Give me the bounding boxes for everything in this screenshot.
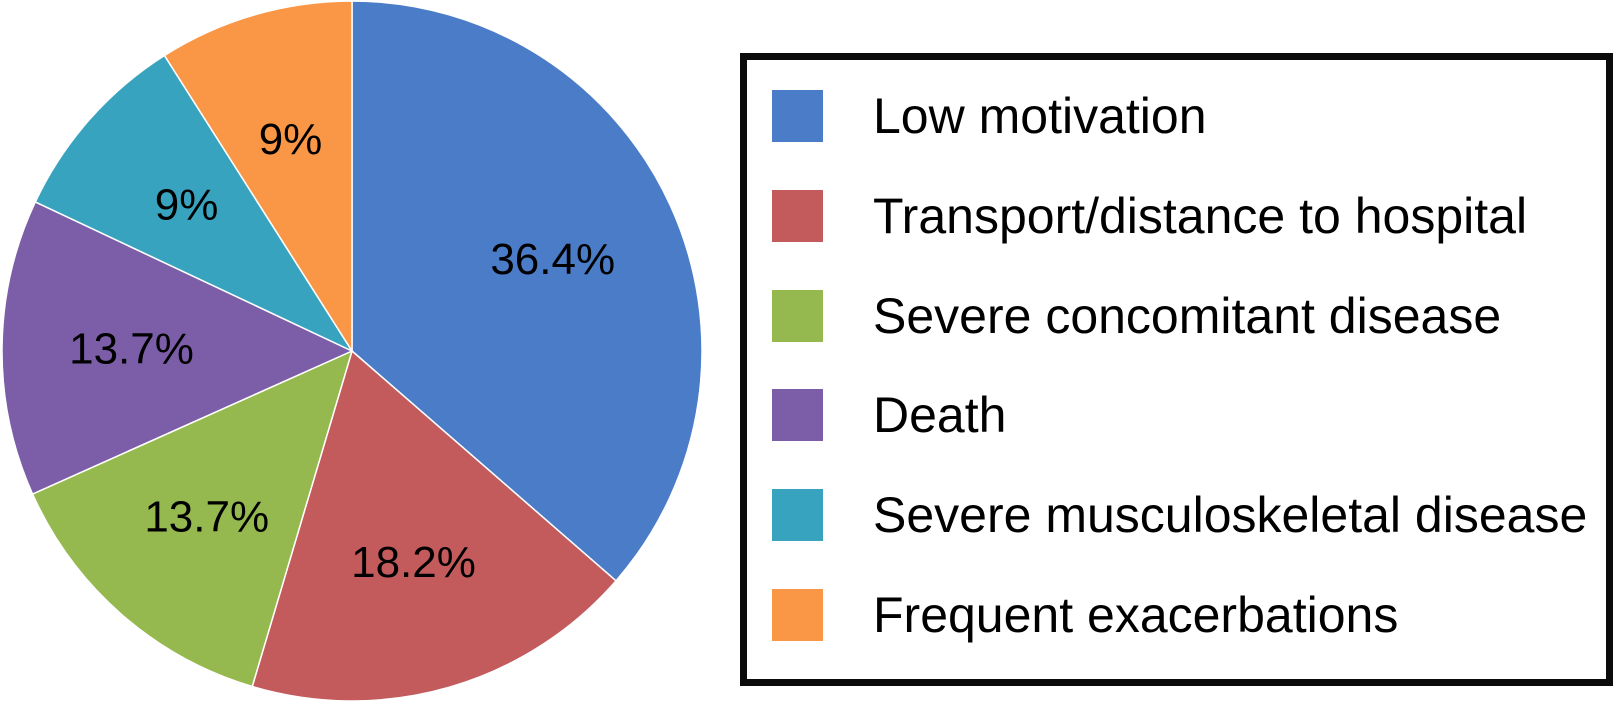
pie-slice-death bbox=[1, 201, 353, 495]
legend-item-death: Death bbox=[747, 387, 1606, 444]
pie-slice-label-low-motivation: 36.4% bbox=[490, 235, 615, 284]
legend-swatch-frequent-exacerbations bbox=[772, 589, 823, 642]
legend-label-death: Death bbox=[873, 387, 1007, 444]
legend-item-severe-musculoskeletal-disease: Severe musculoskeletal disease bbox=[747, 487, 1606, 544]
legend-label-transport-distance-to-hospital: Transport/distance to hospital bbox=[873, 187, 1528, 244]
legend-item-low-motivation: Low motivation bbox=[747, 87, 1606, 144]
legend-item-severe-concomitant-disease: Severe concomitant disease bbox=[747, 287, 1606, 344]
legend-swatch-death bbox=[772, 389, 823, 442]
legend-label-frequent-exacerbations: Frequent exacerbations bbox=[873, 587, 1399, 644]
legend-swatch-transport-distance-to-hospital bbox=[772, 189, 823, 242]
legend-swatch-severe-concomitant-disease bbox=[772, 289, 823, 342]
pie-slice-label-death: 13.7% bbox=[69, 324, 194, 373]
pie-slice-frequent-exacerbations bbox=[163, 0, 353, 352]
legend-item-transport-distance-to-hospital: Transport/distance to hospital bbox=[747, 187, 1606, 244]
legend-swatch-low-motivation bbox=[772, 89, 823, 142]
pie-slice-severe-musculoskeletal-disease bbox=[34, 54, 353, 352]
legend-label-severe-musculoskeletal-disease: Severe musculoskeletal disease bbox=[873, 487, 1588, 544]
legend: Low motivation Transport/distance to hosp… bbox=[740, 53, 1613, 686]
legend-label-severe-concomitant-disease: Severe concomitant disease bbox=[873, 287, 1502, 344]
pie-slice-label-transport-distance-to-hospital: 18.2% bbox=[351, 538, 476, 587]
legend-label-low-motivation: Low motivation bbox=[873, 87, 1207, 144]
legend-swatch-severe-musculoskeletal-disease bbox=[772, 489, 823, 542]
pie-slice-label-severe-musculoskeletal-disease: 9% bbox=[155, 181, 219, 230]
pie-slice-label-frequent-exacerbations: 9% bbox=[259, 115, 323, 164]
pie-slice-transport-distance-to-hospital bbox=[251, 350, 617, 702]
pie-slice-low-motivation bbox=[351, 0, 703, 582]
legend-item-frequent-exacerbations: Frequent exacerbations bbox=[747, 587, 1606, 644]
pie-slice-severe-concomitant-disease bbox=[31, 350, 353, 688]
pie-slice-label-severe-concomitant-disease: 13.7% bbox=[144, 492, 269, 541]
pie-chart: 36.4% 18.2% 13.7% 13.7% 9% 9% bbox=[1, 0, 703, 702]
